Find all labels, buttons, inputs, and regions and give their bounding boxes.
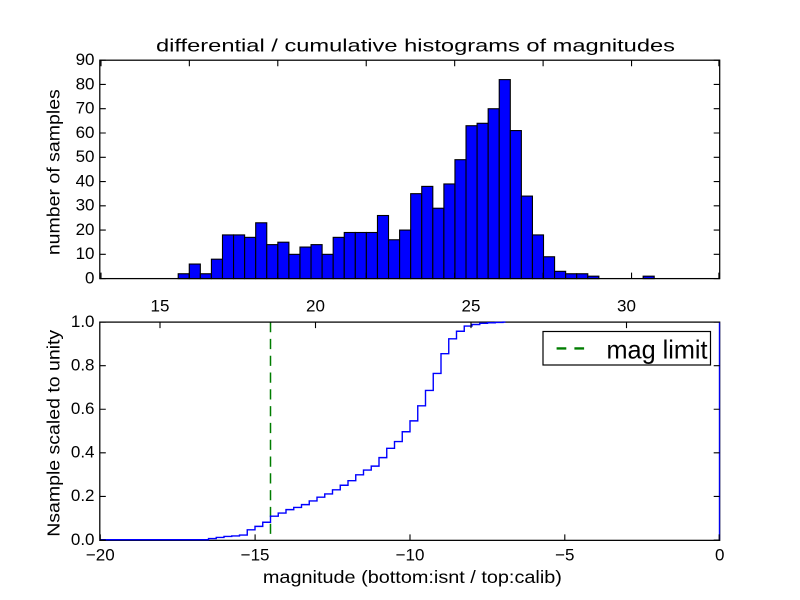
svg-text:70: 70	[76, 99, 95, 118]
svg-text:20: 20	[76, 220, 95, 239]
svg-text:0.6: 0.6	[71, 399, 95, 418]
svg-text:0.2: 0.2	[71, 486, 95, 505]
svg-text:1.0: 1.0	[71, 312, 95, 331]
svg-text:50: 50	[76, 147, 95, 166]
svg-text:0.4: 0.4	[71, 443, 95, 462]
svg-text:25: 25	[462, 297, 481, 316]
svg-text:30: 30	[76, 196, 95, 215]
svg-text:30: 30	[617, 297, 636, 316]
svg-text:15: 15	[151, 297, 170, 316]
svg-text:number of samples: number of samples	[43, 89, 63, 255]
svg-text:magnitude (bottom:isnt / top:c: magnitude (bottom:isnt / top:calib)	[263, 567, 562, 587]
svg-text:Nsample scaled to unity: Nsample scaled to unity	[43, 330, 63, 537]
svg-text:40: 40	[76, 171, 95, 190]
svg-text:80: 80	[76, 74, 95, 93]
svg-text:−20: −20	[86, 546, 115, 565]
svg-text:90: 90	[76, 50, 95, 69]
svg-text:0.8: 0.8	[71, 355, 95, 374]
svg-text:0: 0	[85, 268, 94, 287]
svg-text:differential / cumulative hist: differential / cumulative histograms of …	[156, 36, 675, 56]
svg-text:60: 60	[76, 123, 95, 142]
svg-text:20: 20	[306, 297, 325, 316]
svg-text:0: 0	[715, 546, 724, 565]
svg-text:−5: −5	[555, 546, 574, 565]
svg-text:10: 10	[76, 244, 95, 263]
svg-text:mag limit: mag limit	[607, 335, 709, 365]
svg-text:−15: −15	[241, 546, 270, 565]
svg-text:−10: −10	[396, 546, 425, 565]
svg-text:0.0: 0.0	[71, 530, 95, 549]
